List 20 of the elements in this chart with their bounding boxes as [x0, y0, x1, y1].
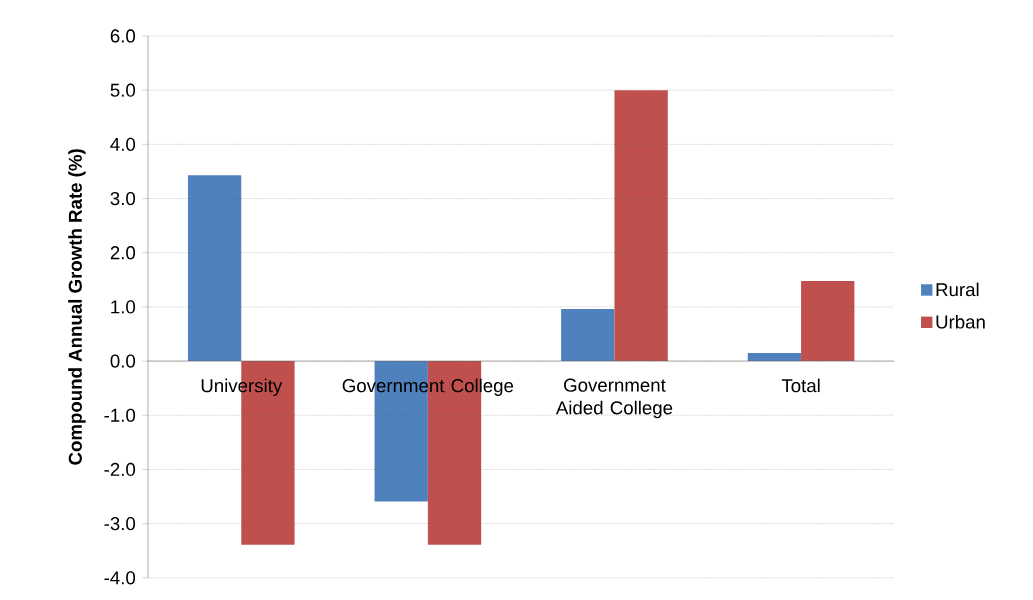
y-tick-label: 5.0 [110, 83, 136, 97]
bar [801, 280, 855, 362]
legend-label: Rural [936, 282, 979, 297]
bar [561, 309, 615, 362]
bar [614, 90, 668, 362]
y-tick-label: -3.0 [104, 517, 136, 531]
y-tick-label: 6.0 [110, 29, 136, 43]
bar [187, 175, 242, 362]
y-tick-label: -2.0 [104, 462, 136, 477]
y-tick-label: 2.0 [110, 246, 136, 260]
x-tick-label: Government Aided College [555, 378, 673, 419]
y-tick-label: 1.0 [111, 300, 136, 314]
y-tick-label: 3.0 [110, 192, 136, 206]
x-tick-label: Total [781, 378, 820, 393]
y-tick-label: -1.0 [104, 408, 136, 422]
y-tick-label: 4.0 [110, 137, 136, 152]
y-tick-label: -4.0 [104, 571, 136, 585]
y-tick-label: 0.0 [110, 354, 136, 368]
legend-label: Urban [936, 314, 985, 329]
y-axis-title: Compound Annual Growth Rate (%) [68, 149, 86, 465]
